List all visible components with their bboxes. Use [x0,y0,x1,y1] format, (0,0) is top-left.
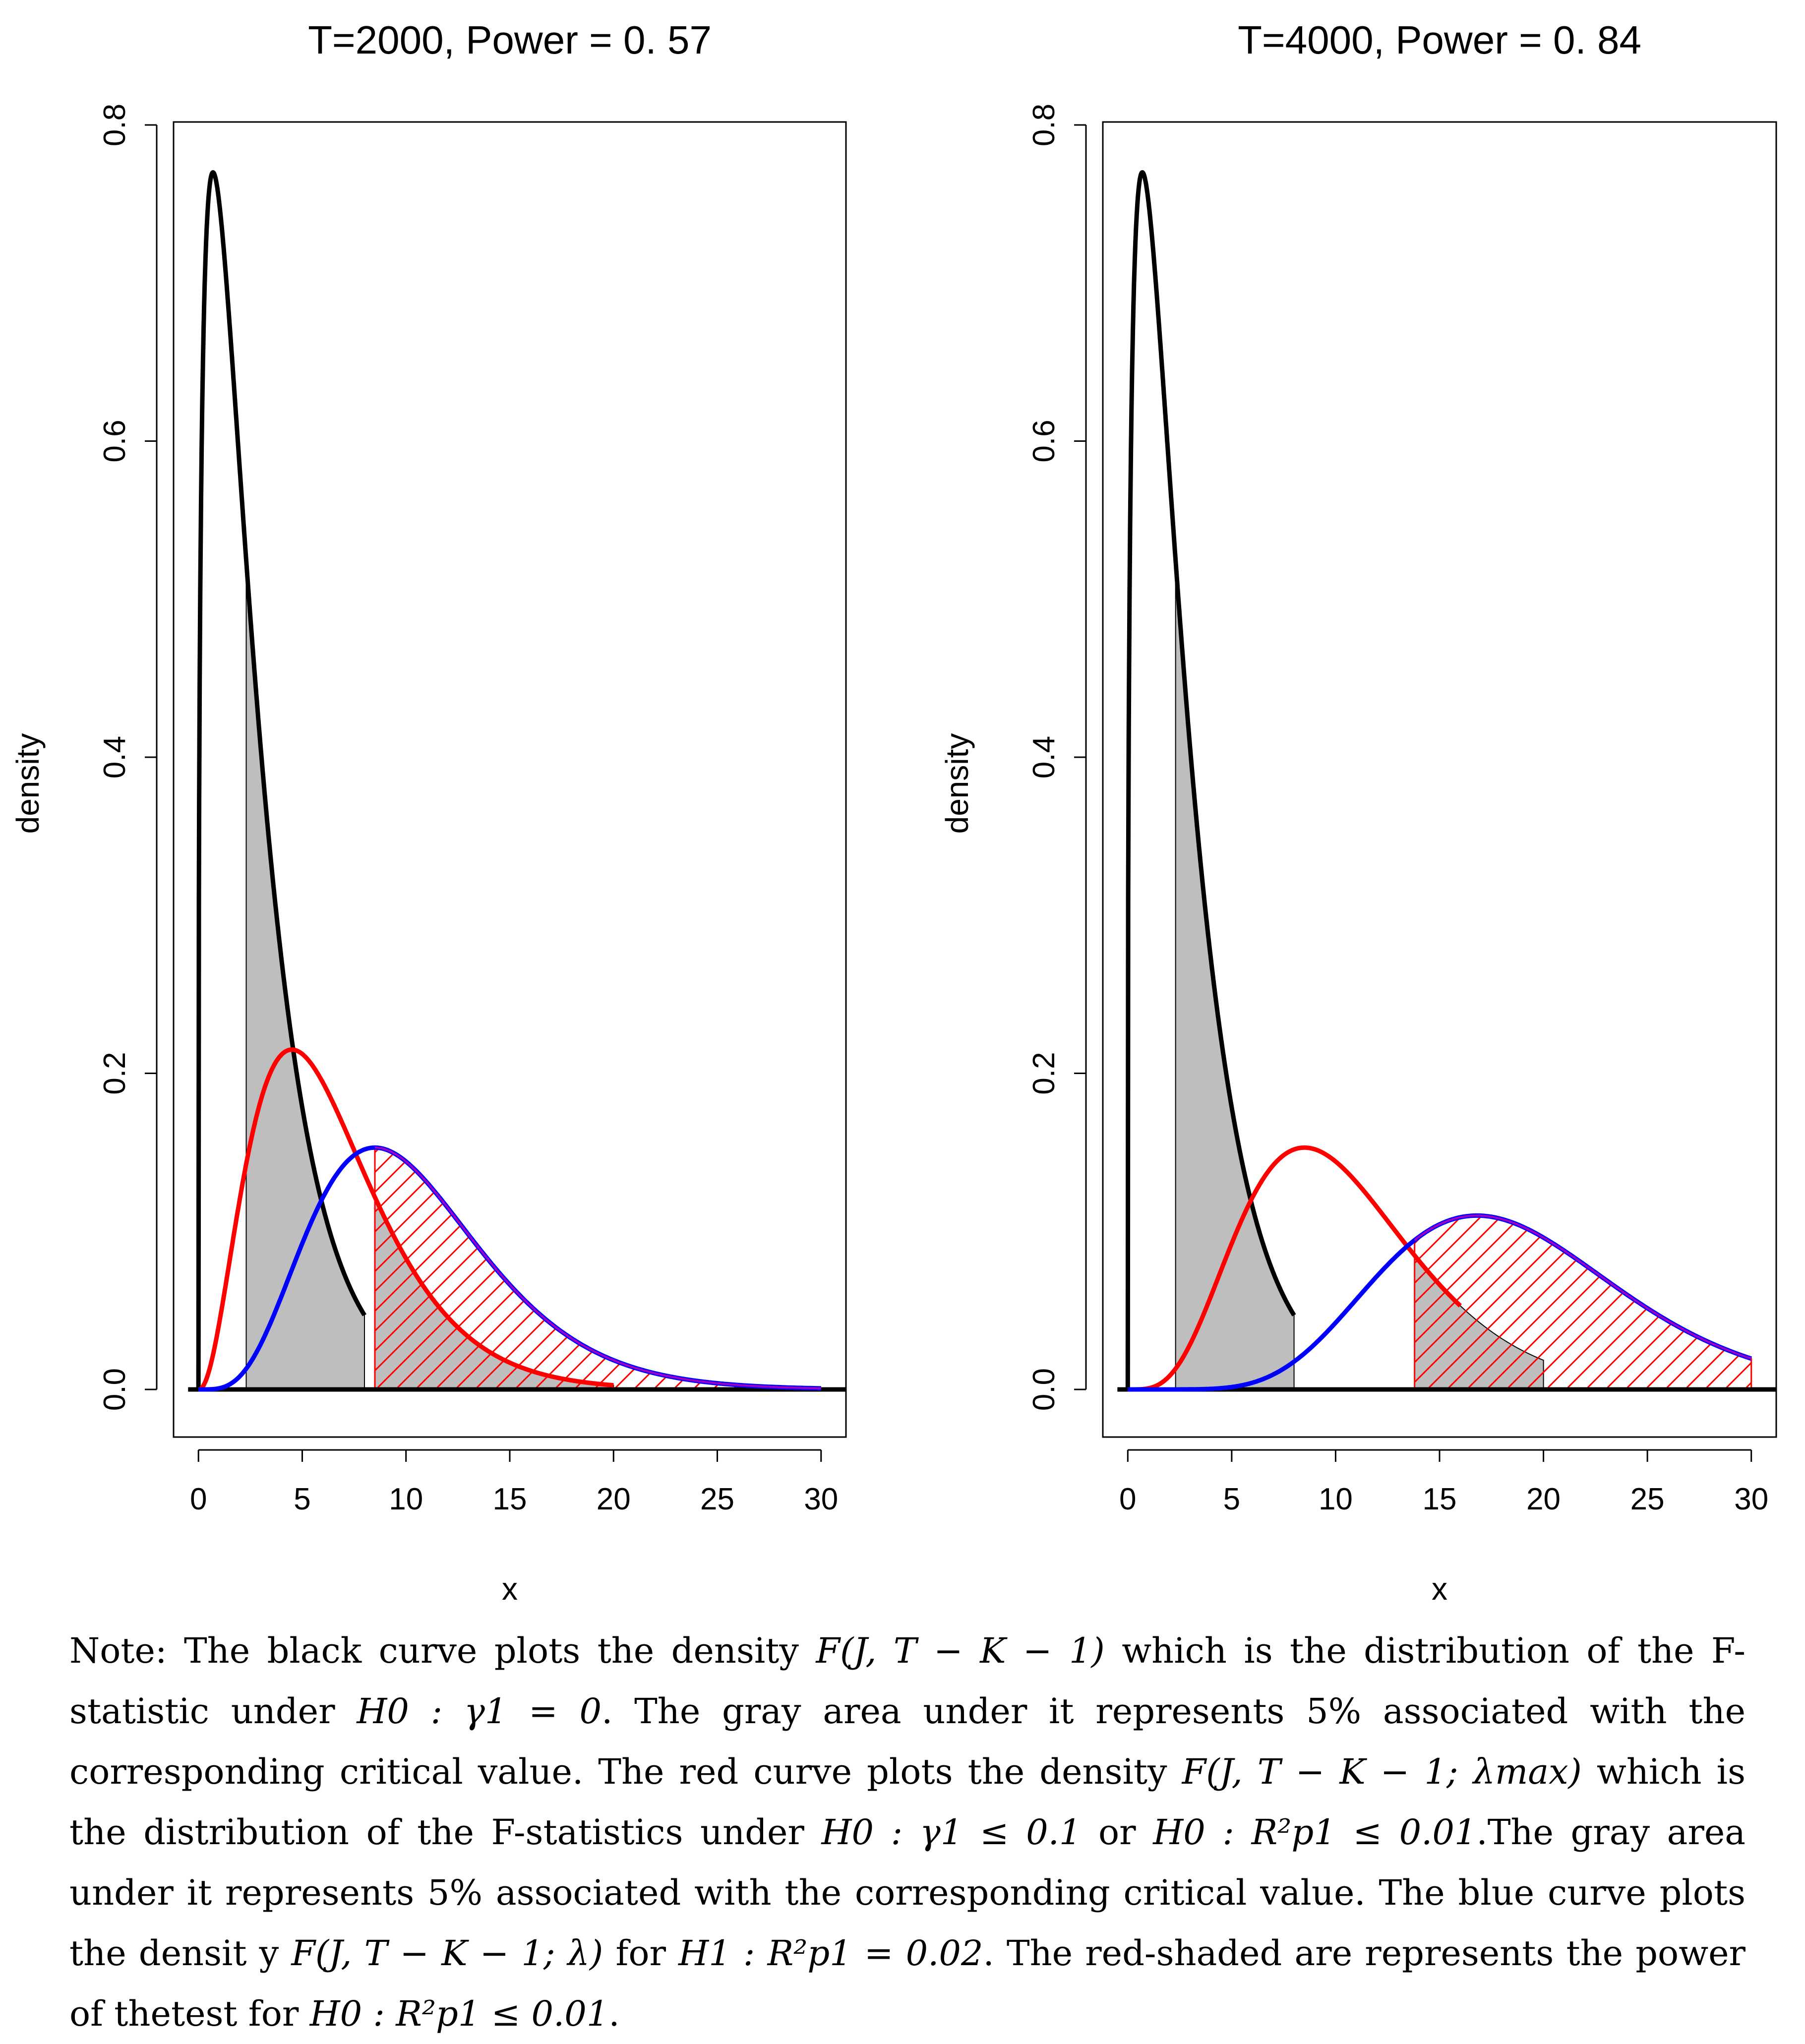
null-critical-area [1175,560,1295,1390]
note-math: F(J, T − K − 1; λ) [291,1933,603,1974]
black-density-curve [196,170,367,1390]
power-boundary-curve [1414,1214,1752,1360]
y-tick-label: 0.0 [1027,1368,1061,1411]
note-math: H1 : R²p1 = 0.02 [678,1933,983,1974]
note-math: H0 : R²p1 ≤ 0.01 [309,1993,609,2034]
panel-right: T=4000, Power = 0. 84 0 5 10 15 20 25 30 x 0.0 0.2… [939,18,1777,1607]
power-hatched-area [1414,1214,1752,1390]
note-part: which is the distribution of the F-stati… [69,1751,1745,1853]
figure-note: Note: The black curve plots the density … [69,1621,1745,2044]
y-tick-label: 0.6 [98,420,132,462]
y-axis-title: density [939,733,975,834]
x-tick-label: 30 [804,1482,838,1516]
y-tick-label: 0.4 [98,736,132,779]
y-tick-label: 0.2 [98,1052,132,1094]
power-boundary-curve [374,1146,821,1389]
plot-frame [1102,121,1777,1438]
y-tick-label: 0.6 [1027,420,1061,462]
x-axis-title: x [502,1571,518,1607]
plot-frame [173,121,847,1438]
x-tick-label: 5 [1223,1482,1240,1516]
note-part: .The gray area under it represents 5% as… [69,1812,1745,1974]
null-critical-area [245,560,365,1390]
x-tick-label: 0 [190,1482,207,1516]
x-tick-label: 5 [294,1482,310,1516]
x-tick-label: 25 [700,1482,734,1516]
note-part: Note: The black curve plots the density [69,1630,816,1671]
y-tick-label: 0.8 [1027,104,1061,146]
y-tick-label: 0.0 [98,1368,132,1411]
note-math: H0 : γ1 ≤ 0.1 [821,1812,1082,1853]
x-tick-label: 0 [1119,1482,1136,1516]
chart-title: T=4000, Power = 0. 84 [1238,18,1641,62]
note-math: F(J, T − K − 1; λmax) [1182,1751,1582,1792]
black-density-curve [1125,170,1296,1390]
note-part: . The gray area under it represents 5% a… [69,1691,1745,1792]
x-tick-label: 10 [1319,1482,1353,1516]
figure: T=2000, Power = 0. 57 0 5 10 15 20 25 30 x 0.0 0.2… [10,18,1777,1607]
x-axis-title: x [1432,1571,1447,1607]
chart-title: T=2000, Power = 0. 57 [308,18,712,62]
x-tick-label: 10 [389,1482,423,1516]
note-math: H0 : γ1 = 0 [357,1691,602,1732]
x-tick-label: 30 [1734,1482,1768,1516]
note-part: or [1081,1812,1153,1853]
red-density-curve [1126,1145,1462,1392]
note-part: for [603,1933,679,1974]
y-tick-label: 0.8 [98,104,132,146]
x-tick-label: 15 [1423,1482,1457,1516]
y-axis-title: density [10,733,46,834]
note-part: which is the distribution of the F-stati… [69,1630,1745,1732]
note-part: . [608,1993,620,2034]
x-tick-label: 25 [1630,1482,1665,1516]
x-tick-label: 20 [597,1482,631,1516]
note-math: F(J, T − K − 1) [816,1630,1105,1671]
y-tick-label: 0.4 [1027,736,1061,779]
x-tick-label: 20 [1526,1482,1561,1516]
note-math: H0 : R²p1 ≤ 0.01 [1153,1812,1477,1853]
x-tick-label: 15 [493,1482,527,1516]
y-tick-label: 0.2 [1027,1052,1061,1094]
panel-left: T=2000, Power = 0. 57 0 5 10 15 20 25 30 x 0.0 0.2… [10,18,847,1607]
red-density-curve [197,1047,615,1392]
